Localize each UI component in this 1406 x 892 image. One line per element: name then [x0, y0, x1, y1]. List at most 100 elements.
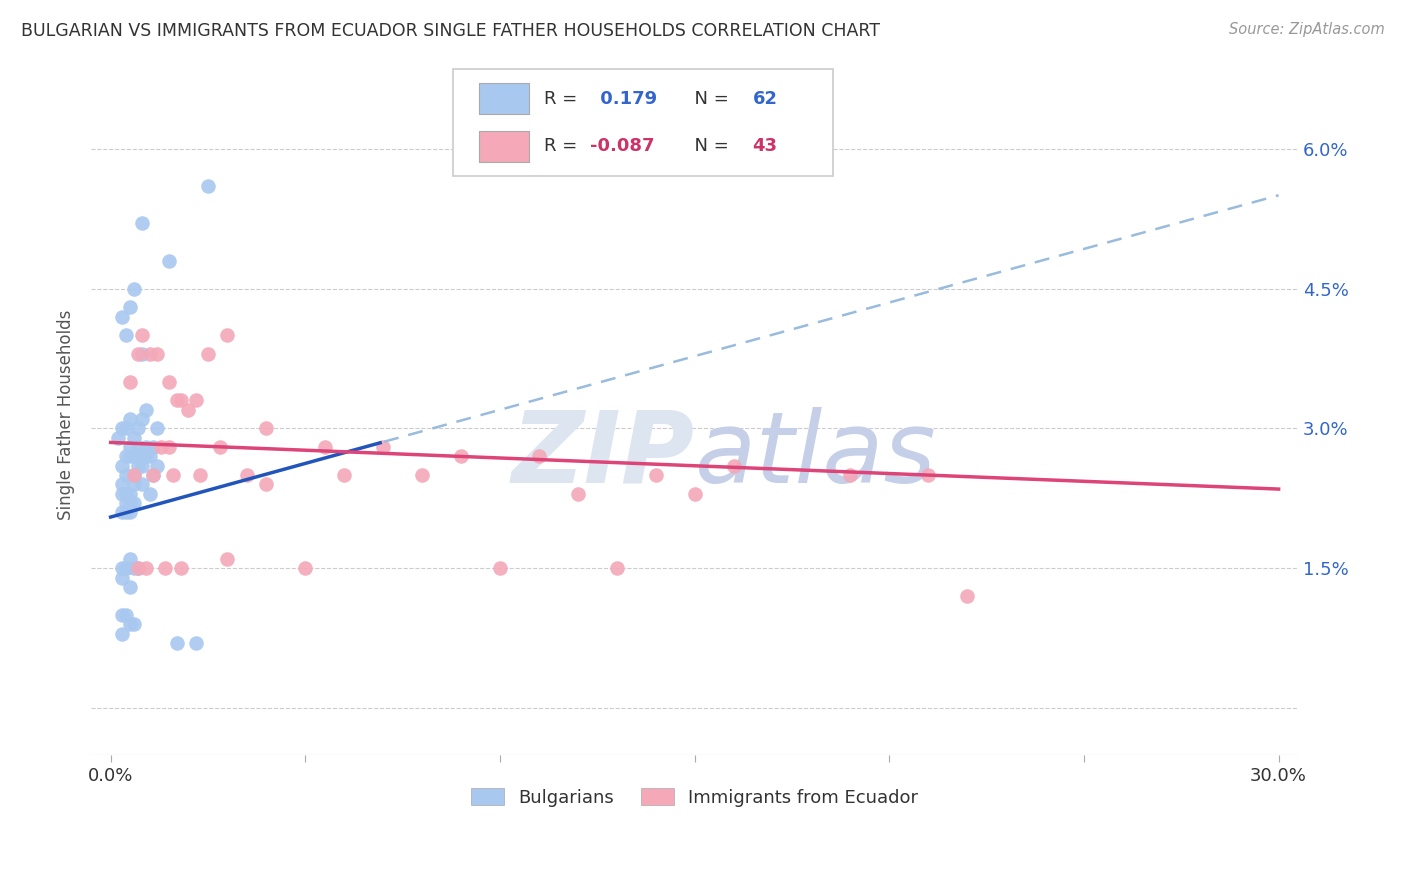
Text: ZIP: ZIP: [512, 407, 695, 504]
Point: [373, 440, 395, 454]
Point: [111, 310, 134, 324]
Point: [217, 328, 239, 343]
Point: [567, 487, 589, 501]
Point: [115, 561, 138, 575]
Point: [131, 216, 153, 230]
Point: [127, 450, 149, 464]
Point: [839, 468, 862, 483]
Point: [115, 607, 138, 622]
Point: [111, 487, 134, 501]
Point: [122, 477, 145, 491]
Point: [138, 347, 160, 361]
Point: [120, 487, 142, 501]
Text: BULGARIAN VS IMMIGRANTS FROM ECUADOR SINGLE FATHER HOUSEHOLDS CORRELATION CHART: BULGARIAN VS IMMIGRANTS FROM ECUADOR SIN…: [21, 22, 880, 40]
Point: [127, 440, 149, 454]
Y-axis label: Single Father Households: Single Father Households: [58, 310, 75, 520]
Point: [162, 468, 184, 483]
Point: [142, 468, 165, 483]
Text: N =: N =: [682, 89, 734, 108]
Point: [197, 178, 219, 193]
Text: N =: N =: [682, 137, 734, 155]
Text: R =: R =: [544, 89, 582, 108]
Point: [120, 496, 142, 510]
Point: [135, 440, 157, 454]
Point: [146, 458, 169, 473]
Point: [111, 561, 134, 575]
Point: [115, 505, 138, 519]
Point: [131, 458, 153, 473]
Point: [683, 487, 706, 501]
Point: [153, 561, 176, 575]
Point: [188, 468, 211, 483]
Point: [723, 458, 745, 473]
Point: [333, 468, 356, 483]
Point: [122, 281, 145, 295]
Point: [115, 561, 138, 575]
Point: [131, 412, 153, 426]
Point: [450, 450, 472, 464]
Point: [122, 468, 145, 483]
Point: [115, 421, 138, 435]
Point: [644, 468, 666, 483]
Point: [157, 253, 180, 268]
Point: [166, 636, 188, 650]
Point: [122, 431, 145, 445]
Point: [146, 347, 169, 361]
Point: [411, 468, 433, 483]
Point: [115, 487, 138, 501]
Text: 43: 43: [752, 137, 778, 155]
Point: [606, 561, 628, 575]
Point: [127, 421, 149, 435]
Point: [489, 561, 512, 575]
Point: [146, 421, 169, 435]
Point: [122, 617, 145, 632]
Point: [111, 607, 134, 622]
Point: [131, 347, 153, 361]
Point: [127, 458, 149, 473]
Point: [120, 552, 142, 566]
Point: [131, 477, 153, 491]
Point: [186, 636, 208, 650]
Point: [956, 590, 979, 604]
Point: [917, 468, 939, 483]
Text: Source: ZipAtlas.com: Source: ZipAtlas.com: [1229, 22, 1385, 37]
Point: [127, 561, 149, 575]
Point: [115, 328, 138, 343]
Point: [170, 393, 193, 408]
Point: [138, 487, 160, 501]
Point: [131, 328, 153, 343]
Point: [177, 402, 200, 417]
Point: [111, 421, 134, 435]
Legend: Bulgarians, Immigrants from Ecuador: Bulgarians, Immigrants from Ecuador: [464, 781, 925, 814]
Point: [111, 477, 134, 491]
Point: [115, 468, 138, 483]
Point: [107, 431, 129, 445]
Point: [186, 393, 208, 408]
Point: [120, 412, 142, 426]
Point: [120, 300, 142, 314]
Point: [120, 505, 142, 519]
Point: [122, 496, 145, 510]
Point: [122, 468, 145, 483]
Text: 62: 62: [752, 89, 778, 108]
Point: [111, 458, 134, 473]
Point: [294, 561, 316, 575]
Point: [217, 552, 239, 566]
Point: [138, 450, 160, 464]
Point: [111, 505, 134, 519]
Point: [135, 402, 157, 417]
Point: [157, 440, 180, 454]
Point: [120, 580, 142, 594]
Text: R =: R =: [544, 137, 582, 155]
Point: [197, 347, 219, 361]
Point: [120, 450, 142, 464]
Point: [127, 347, 149, 361]
Point: [150, 440, 173, 454]
Point: [236, 468, 259, 483]
FancyBboxPatch shape: [478, 83, 529, 114]
Point: [208, 440, 231, 454]
Point: [120, 617, 142, 632]
Point: [120, 375, 142, 389]
Point: [135, 450, 157, 464]
Point: [142, 468, 165, 483]
